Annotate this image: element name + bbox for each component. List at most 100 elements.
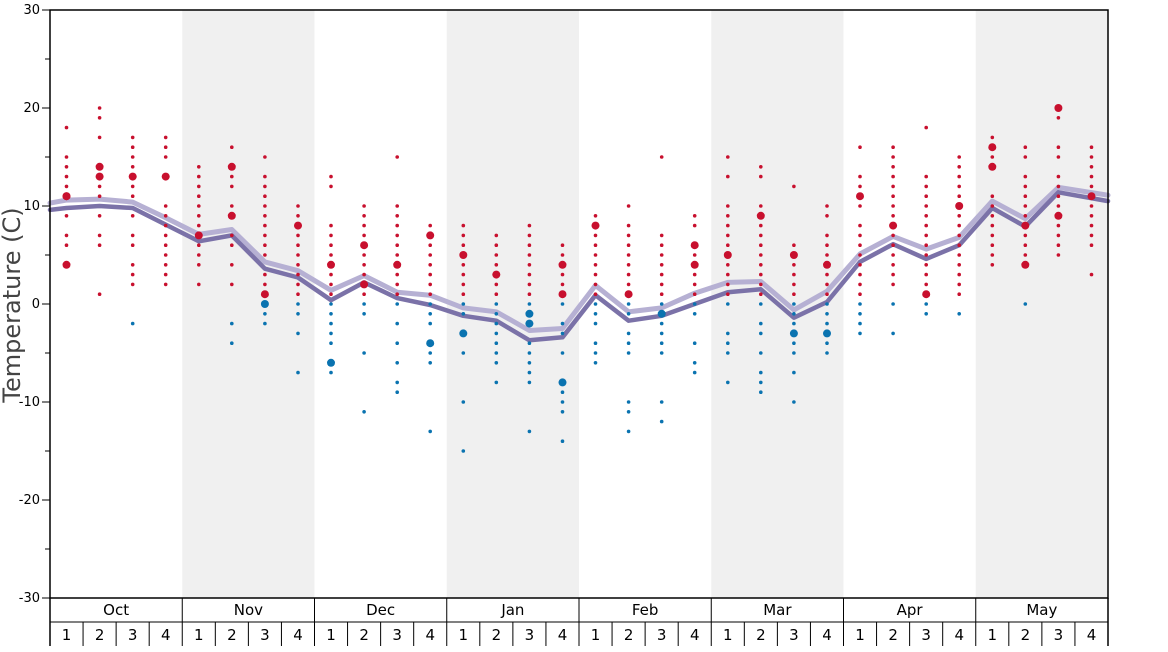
temperature-dot — [527, 361, 532, 365]
temperature-dot — [891, 184, 895, 189]
temperature-dot — [1089, 272, 1094, 277]
temperature-dot — [227, 162, 236, 171]
temperature-dot — [263, 204, 267, 208]
temperature-dot — [825, 341, 829, 346]
temperature-dot — [1054, 104, 1063, 112]
temperature-dot — [593, 302, 598, 306]
week-label: 2 — [95, 626, 105, 644]
band-may — [975, 10, 1108, 598]
temperature-dot — [461, 282, 466, 287]
temperature-dot — [230, 341, 234, 346]
temperature-dot — [329, 184, 333, 189]
temperature-dot — [858, 321, 862, 326]
temperature-dot — [957, 214, 961, 218]
temperature-dot — [759, 292, 763, 297]
temperature-dot — [990, 204, 995, 208]
temperature-dot — [64, 214, 69, 218]
week-label: 4 — [293, 626, 303, 644]
temperature-dot — [990, 263, 995, 267]
temperature-dot — [230, 282, 234, 287]
temperature-dot — [858, 263, 862, 267]
avg-line-lower — [47, 190, 1111, 343]
temperature-dot — [296, 253, 300, 257]
temperature-dot — [726, 204, 730, 208]
temperature-dot — [527, 429, 532, 434]
temperature-dot — [624, 290, 633, 299]
temperature-dot — [197, 204, 201, 208]
temperature-dot — [759, 263, 763, 267]
temperature-dot — [891, 214, 895, 218]
temperature-dot — [858, 223, 862, 228]
temperature-dot — [692, 312, 697, 316]
temperature-dot — [990, 243, 995, 247]
temperature-dot — [461, 449, 466, 453]
temperature-dot — [395, 361, 400, 365]
temperature-dot — [130, 184, 135, 189]
temperature-dot — [461, 233, 466, 238]
temperature-dot — [1089, 214, 1094, 218]
temperature-dot — [395, 155, 400, 159]
temperature-dot — [1056, 204, 1061, 208]
temperature-dot — [527, 272, 532, 277]
temperature-dot — [461, 302, 466, 306]
temperature-dot — [789, 251, 798, 259]
temperature-dot — [593, 361, 598, 365]
temperature-dot — [329, 370, 333, 375]
temperature-dot — [461, 223, 466, 228]
y-tick-label: -10 — [19, 395, 40, 410]
y-tick-label: 0 — [32, 297, 40, 312]
avg-line-upper — [47, 184, 1111, 333]
temperature-dot — [1056, 243, 1061, 247]
temperature-dot — [393, 260, 402, 269]
temperature-dot — [362, 351, 366, 355]
temperature-dot — [1023, 253, 1028, 257]
temperature-dot — [97, 243, 102, 247]
temperature-dot — [759, 380, 763, 385]
temperature-dot — [626, 351, 631, 355]
temperature-dot — [130, 243, 135, 247]
week-label: 4 — [690, 626, 700, 644]
temperature-dot — [922, 290, 931, 299]
temperature-dot — [163, 233, 168, 238]
temperature-dot — [227, 211, 236, 220]
month-label: Feb — [632, 601, 659, 619]
temperature-dot — [825, 302, 829, 306]
temperature-dot — [263, 243, 267, 247]
temperature-dot — [329, 272, 333, 277]
temperature-dot — [527, 370, 532, 375]
temperature-dot — [130, 194, 135, 198]
temperature-dot — [924, 282, 928, 287]
temperature-dot — [527, 351, 532, 355]
temperature-dot — [891, 302, 895, 306]
temperature-dot — [197, 243, 201, 247]
temperature-dot — [395, 282, 400, 287]
temperature-dot — [825, 204, 829, 208]
temperature-dot — [558, 378, 567, 387]
temperature-dot — [1087, 192, 1096, 201]
week-label: 3 — [921, 626, 931, 644]
temperature-dot — [163, 282, 168, 287]
temperature-dot — [626, 400, 631, 404]
temperature-dot — [924, 194, 928, 198]
temperature-dot — [197, 214, 201, 218]
temperature-dot — [428, 429, 433, 434]
temperature-dot — [858, 253, 862, 257]
temperature-dot — [560, 351, 565, 355]
temperature-dot — [593, 233, 598, 238]
temperature-dot — [690, 260, 699, 269]
temperature-dot — [130, 145, 135, 149]
week-label: 1 — [855, 626, 865, 644]
temperature-dot — [891, 204, 895, 208]
temperature-dot — [924, 243, 928, 247]
temperature-dot — [657, 309, 666, 318]
temperature-dot — [428, 253, 433, 257]
temperature-dot — [789, 329, 798, 338]
temperature-dot — [263, 194, 267, 198]
week-label: 2 — [756, 626, 766, 644]
temperature-dot — [558, 260, 567, 269]
temperature-dot — [130, 272, 135, 277]
temperature-dot — [527, 233, 532, 238]
temperature-dot — [1023, 243, 1028, 247]
temperature-dot — [527, 243, 532, 247]
